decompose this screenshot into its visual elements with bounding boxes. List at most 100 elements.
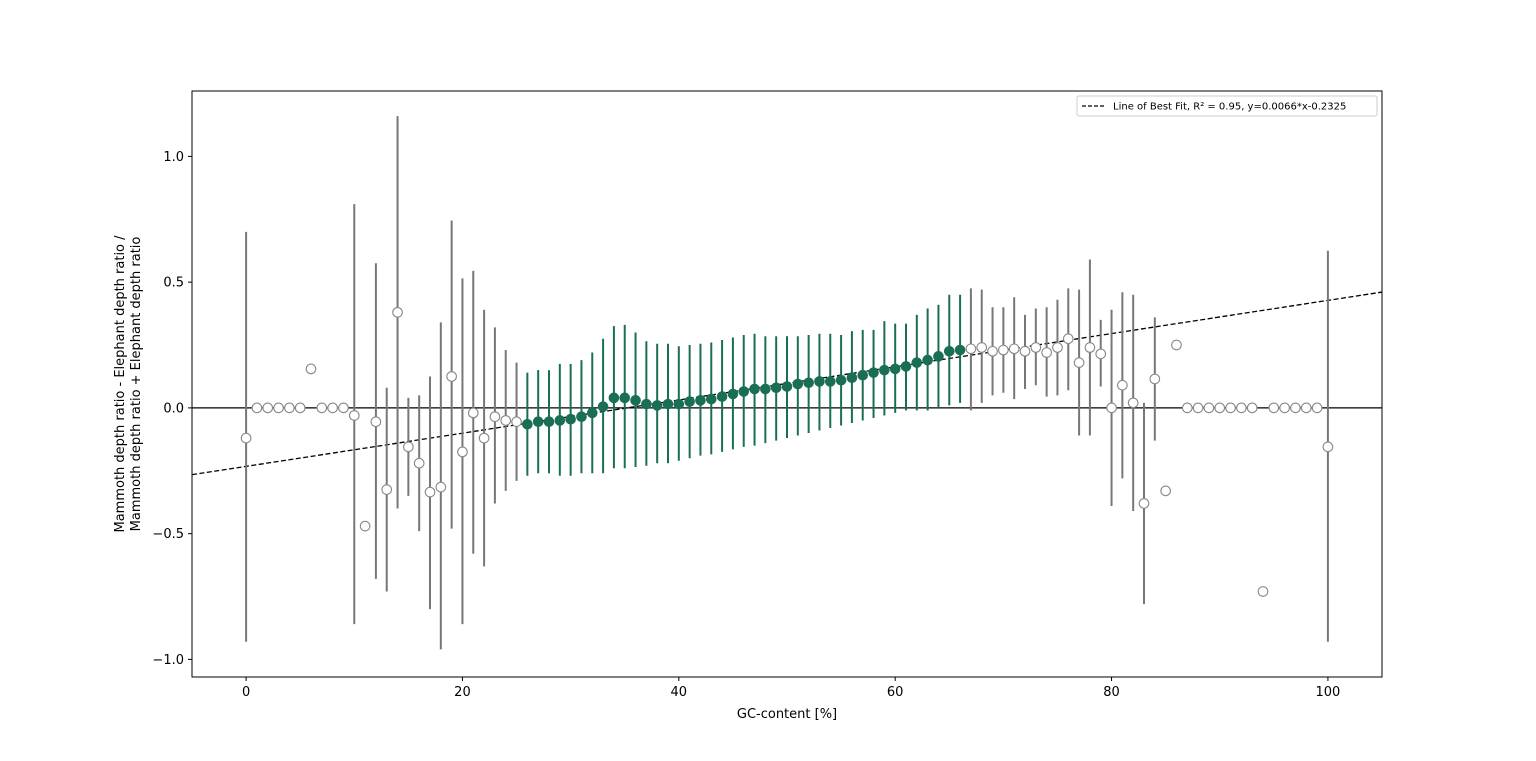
data-point-filled: [576, 411, 587, 422]
data-point-open: [1290, 402, 1301, 414]
data-point-filled: [532, 416, 544, 428]
data-point-open: [1117, 379, 1128, 391]
y-tick-label: 0.5: [163, 276, 184, 291]
data-point-open: [1073, 357, 1085, 368]
data-point-filled: [846, 372, 858, 384]
data-point-open: [381, 484, 393, 495]
data-point-open: [1062, 333, 1074, 345]
y-axis: −1.0 −0.5 0.0 0.5 1.0: [152, 150, 192, 668]
data-point-open: [1052, 342, 1063, 353]
data-point-filled: [954, 344, 966, 356]
data-point-filled: [857, 369, 869, 381]
data-point-filled: [814, 376, 825, 387]
data-point-filled: [705, 393, 717, 405]
data-point-filled: [651, 400, 663, 411]
data-point-open: [273, 402, 284, 414]
data-point-open: [1106, 402, 1117, 414]
data-point-filled: [835, 374, 847, 386]
data-point-open: [1203, 402, 1215, 414]
data-point-open: [435, 481, 447, 493]
data-point-open: [403, 441, 414, 453]
data-point-open: [965, 343, 977, 355]
data-point-open: [998, 344, 1009, 356]
data-point-open: [1019, 345, 1031, 357]
y-axis-title-line-2: Mammoth depth ratio + Elephant depth rat…: [129, 237, 144, 532]
y-tick-label: −0.5: [152, 527, 184, 542]
data-point-open: [511, 416, 522, 428]
data-point-open: [1008, 343, 1020, 355]
data-point-open: [1095, 348, 1107, 360]
x-tick-label: 100: [1315, 685, 1340, 700]
data-point-filled: [727, 388, 739, 400]
legend-fit-line-label: Line of Best Fit, R² = 0.95, y=0.0066*x-…: [1113, 102, 1346, 113]
data-point-open: [1192, 402, 1204, 414]
data-point-open: [1268, 402, 1280, 414]
data-point-open: [251, 402, 263, 414]
data-point-open: [294, 402, 306, 414]
y-tick-label: −1.0: [152, 653, 184, 668]
data-point-open: [1311, 402, 1323, 414]
legend: Line of Best Fit, R² = 0.95, y=0.0066*x-…: [1076, 95, 1378, 117]
y-tick-label: 0.0: [163, 401, 184, 416]
data-point-filled: [716, 391, 728, 402]
data-point-open: [1225, 402, 1236, 414]
data-point-filled: [619, 392, 631, 404]
data-point-open: [1160, 485, 1171, 497]
data-point-filled: [673, 398, 685, 410]
data-point-open: [467, 407, 479, 419]
data-point-filled: [911, 357, 923, 368]
y-tick-label: 1.0: [163, 150, 184, 165]
data-point-filled: [900, 361, 912, 372]
data-point-filled: [641, 398, 652, 410]
data-point-filled: [922, 354, 933, 366]
data-point-filled: [760, 383, 771, 395]
data-point-open: [1279, 402, 1290, 414]
x-tick-label: 80: [1103, 685, 1120, 700]
data-point-open: [348, 410, 360, 421]
data-point-filled: [824, 376, 836, 387]
data-point-filled: [889, 363, 901, 375]
data-point-open: [1171, 339, 1182, 351]
data-point-open: [424, 486, 436, 498]
data-point-open: [413, 457, 425, 469]
data-point-filled: [684, 396, 695, 407]
y-axis-title: Mammoth depth ratio - Elephant depth rat…: [113, 235, 144, 533]
data-point-open: [987, 345, 998, 357]
data-point-open: [1214, 402, 1226, 414]
data-point-open: [1181, 402, 1193, 414]
data-point-open: [457, 446, 468, 458]
data-point-filled: [597, 401, 609, 412]
data-point-filled: [792, 378, 804, 390]
data-point-open: [392, 306, 403, 318]
data-point-open: [359, 520, 371, 532]
data-point-open: [1246, 402, 1258, 414]
data-point-open: [446, 371, 457, 382]
data-point-open: [1257, 586, 1269, 597]
data-point-filled: [749, 383, 760, 395]
data-point-open: [1138, 498, 1150, 509]
data-point-filled: [630, 395, 641, 406]
data-layer: [192, 116, 1382, 650]
data-point-filled: [879, 364, 890, 376]
data-point-open: [338, 402, 349, 414]
legend-box: [1076, 95, 1378, 117]
data-point-open: [1127, 397, 1139, 409]
data-point-open: [500, 415, 512, 426]
x-tick-label: 40: [671, 685, 688, 700]
data-point-filled: [565, 413, 576, 425]
data-point-open: [327, 402, 338, 414]
data-point-filled: [695, 395, 706, 406]
data-point-open: [1030, 342, 1042, 353]
data-point-filled: [781, 381, 793, 392]
data-point-filled: [770, 382, 782, 394]
data-point-open: [284, 402, 295, 414]
data-point-filled: [543, 416, 555, 428]
data-point-filled: [943, 346, 955, 357]
data-point-filled: [738, 386, 750, 397]
data-point-open: [1300, 402, 1312, 414]
data-point-open: [305, 363, 317, 375]
x-axis-title: GC-content [%]: [737, 707, 837, 722]
data-point-filled: [522, 418, 533, 430]
data-point-open: [370, 416, 382, 428]
